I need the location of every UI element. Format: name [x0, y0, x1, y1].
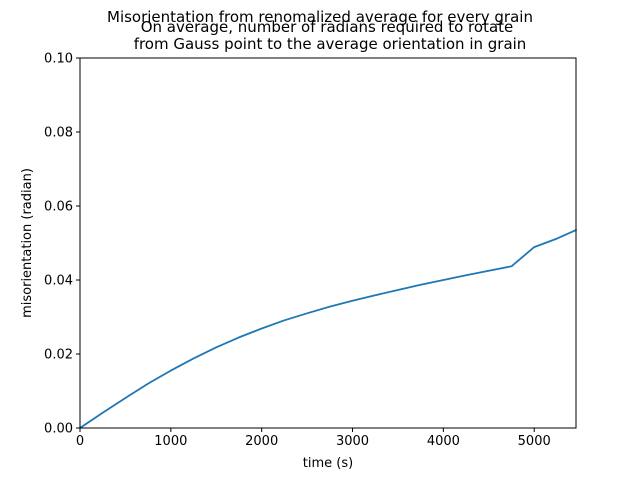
x-tick-label: 2000: [245, 434, 278, 449]
axes-frame: [79, 57, 577, 429]
y-tick-label: 0.08: [44, 126, 73, 141]
y-axis-label: misorientation (radian): [20, 168, 35, 318]
y-tick-label: 0.10: [44, 52, 73, 67]
plot-area: [79, 229, 577, 429]
y-tick-label: 0.00: [44, 422, 73, 437]
y-tick-label: 0.02: [44, 348, 73, 363]
x-axis-label: time (s): [303, 456, 353, 471]
y-tick-label: 0.06: [44, 200, 73, 215]
chart-title-line-2: from Gauss point to the average orientat…: [134, 35, 527, 53]
y-tick-label: 0.04: [44, 274, 73, 289]
chart-title-line-1: On average, number of radians required t…: [141, 18, 514, 36]
series-line: [79, 229, 577, 429]
x-tick-label: 3000: [336, 434, 369, 449]
y-axis: 0.00 0.02 0.04 0.06 0.08 0.10: [44, 52, 80, 437]
chart-suptitle: Misorientation from renomalized average …: [107, 8, 533, 26]
x-tick-label: 1000: [154, 434, 187, 449]
x-axis: 0 1000 2000 3000 4000 5000: [76, 428, 551, 449]
x-tick-label: 5000: [518, 434, 551, 449]
x-tick-label: 4000: [427, 434, 460, 449]
x-tick-label: 0: [76, 434, 84, 449]
